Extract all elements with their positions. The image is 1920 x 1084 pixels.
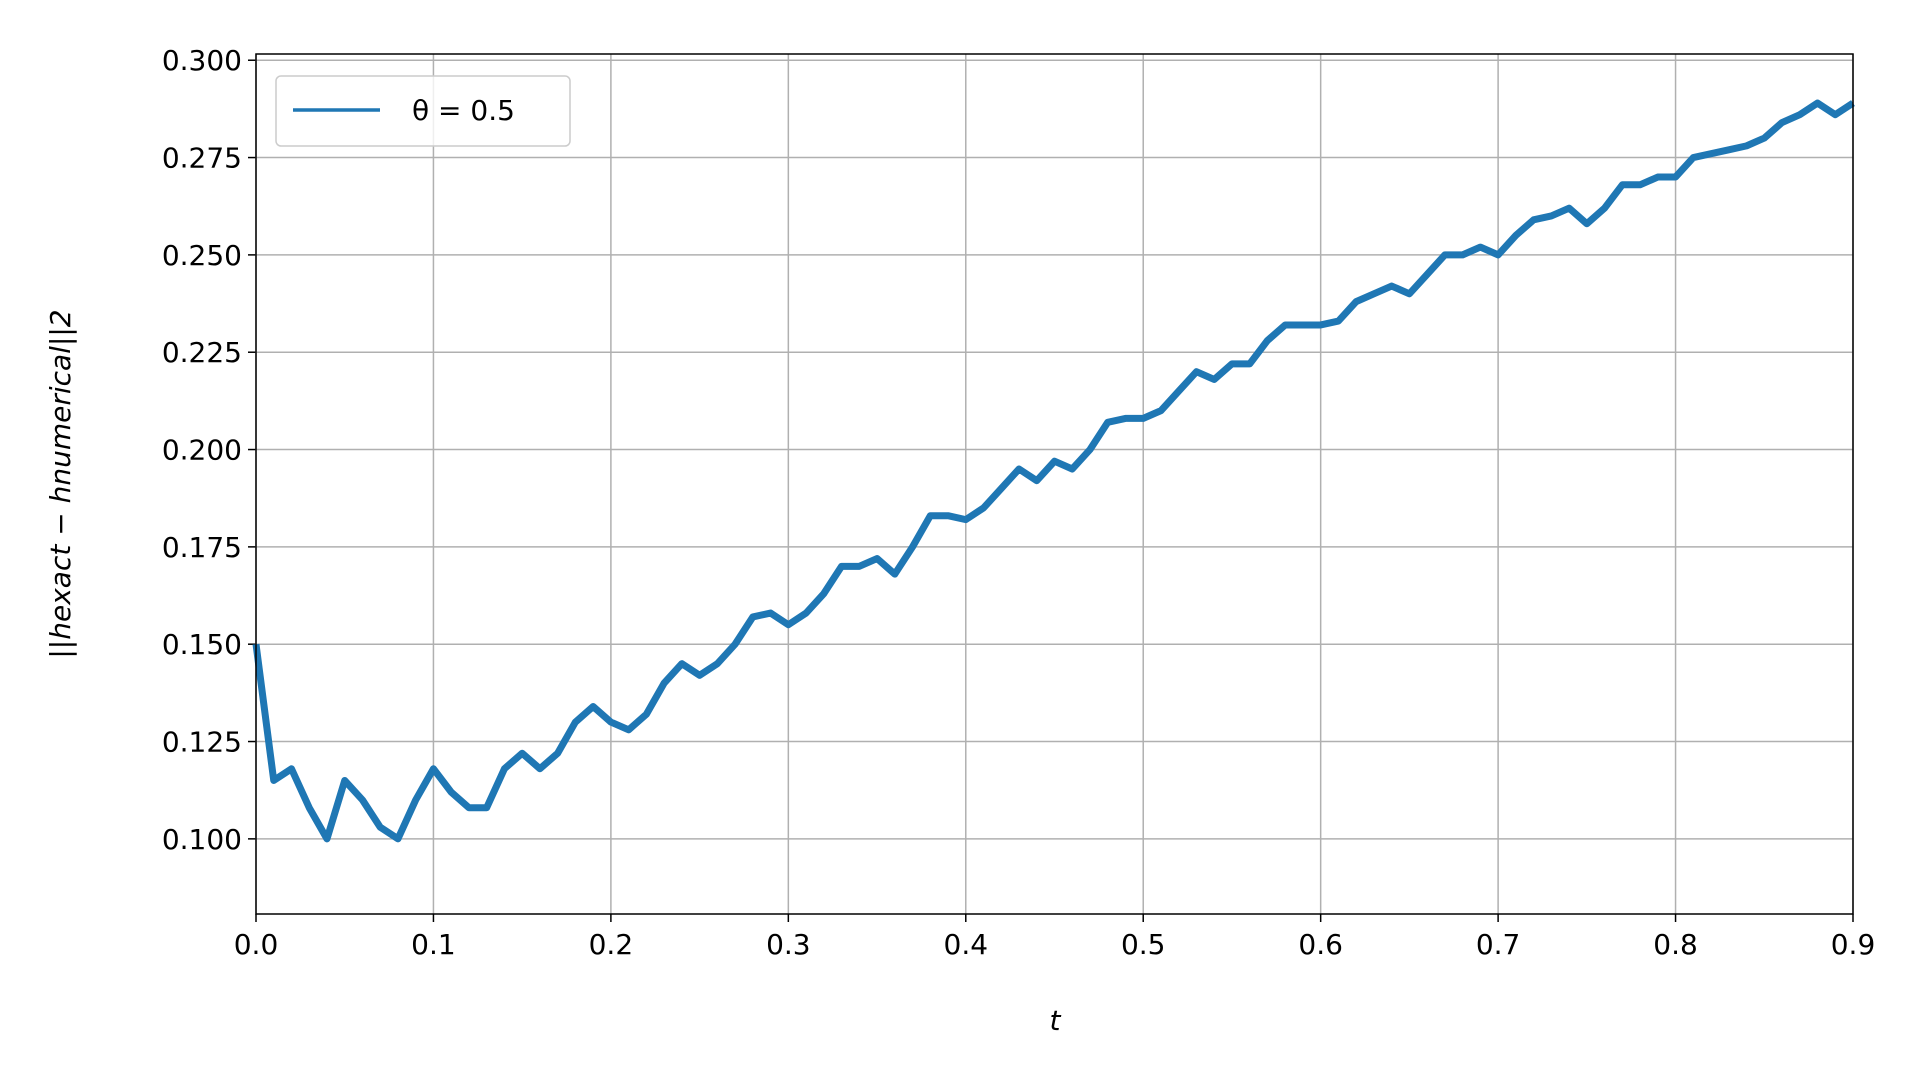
y-axis-label: ||hexact − hnumerical||2 [44,309,77,658]
x-tick-label: 0.5 [1121,928,1166,961]
y-tick-label: 0.125 [162,726,242,759]
y-tick-label: 0.225 [162,336,242,369]
x-tick-label: 0.2 [589,928,634,961]
x-tick-label: 0.8 [1653,928,1698,961]
x-tick-label: 0.9 [1831,928,1876,961]
legend-label: θ = 0.5 [412,94,515,127]
legend-box [275,75,571,147]
x-tick-label: 0.0 [234,928,279,961]
y-tick-label: 0.275 [162,142,242,175]
x-tick-label: 0.7 [1476,928,1521,961]
y-tick-label: 0.200 [162,434,242,467]
y-tick-label: 0.300 [162,44,242,77]
y-tick-label: 0.100 [162,823,242,856]
legend: θ = 0.5 [275,75,571,147]
y-tick-label: 0.150 [162,628,242,661]
x-tick-label: 0.6 [1298,928,1343,961]
x-axis-label: t [1050,1004,1062,1037]
x-tick-label: 0.4 [944,928,989,961]
data-line [252,99,1855,843]
plot-frame [255,53,1854,915]
x-tick-label: 0.1 [411,928,456,961]
x-tick-label: 0.3 [766,928,811,961]
y-tick-label: 0.250 [162,239,242,272]
y-tick-label: 0.175 [162,531,242,564]
